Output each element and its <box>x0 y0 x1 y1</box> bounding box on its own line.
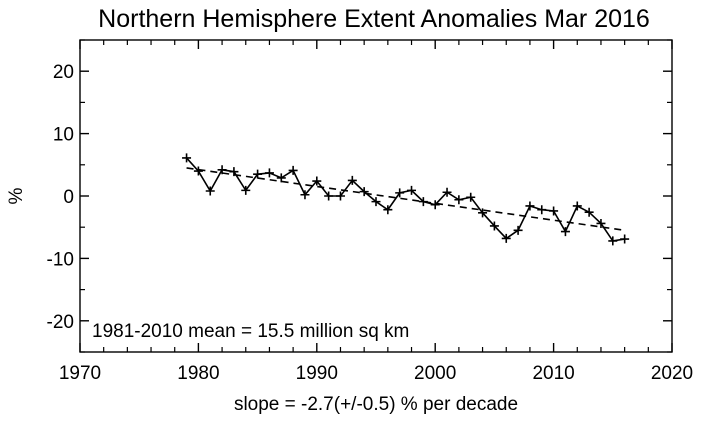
data-point <box>513 225 523 235</box>
data-point <box>288 165 298 175</box>
data-point <box>489 221 499 231</box>
data-point <box>193 166 203 176</box>
data-point <box>501 233 511 243</box>
y-tick-label: 20 <box>53 62 74 83</box>
data-point <box>560 227 570 237</box>
data-point <box>608 236 618 246</box>
data-point <box>454 195 464 205</box>
data-point <box>418 197 428 207</box>
data-point <box>371 197 381 207</box>
x-tick-label: 2020 <box>651 363 693 384</box>
x-tick-label: 1980 <box>177 363 219 384</box>
data-point <box>383 205 393 215</box>
y-tick-label: 10 <box>53 125 74 146</box>
data-point <box>395 188 405 198</box>
data-point <box>312 176 322 186</box>
data-point <box>205 186 215 196</box>
data-point <box>300 190 310 200</box>
series-layer <box>182 153 630 246</box>
x-tick-label: 1970 <box>59 363 101 384</box>
data-point <box>359 187 369 197</box>
data-point <box>478 208 488 218</box>
y-axis-label: % <box>6 187 27 204</box>
y-axis: -20 -10 0 10 20 <box>47 39 672 353</box>
y-tick-label: 0 <box>63 187 74 208</box>
plot-frame <box>79 39 673 353</box>
y-tick-label: -10 <box>47 249 74 270</box>
data-point <box>335 191 345 201</box>
data-point <box>466 192 476 202</box>
trend-line <box>186 167 625 232</box>
data-point <box>324 191 334 201</box>
data-point <box>596 218 606 228</box>
data-point <box>537 205 547 215</box>
data-point <box>430 200 440 210</box>
x-tick-label: 2010 <box>532 363 574 384</box>
x-tick-label: 2000 <box>414 363 456 384</box>
data-point <box>264 168 274 178</box>
y-tick-label: -20 <box>47 312 74 333</box>
chart-title: Northern Hemisphere Extent Anomalies Mar… <box>98 5 650 33</box>
data-point <box>584 207 594 217</box>
data-point <box>442 187 452 197</box>
data-point <box>253 169 263 179</box>
data-point <box>407 185 417 195</box>
x-tick-label: 1990 <box>296 363 338 384</box>
data-point <box>276 173 286 183</box>
mean-annotation: 1981-2010 mean = 15.5 million sq km <box>92 321 409 342</box>
data-point <box>549 206 559 216</box>
data-point <box>241 185 251 195</box>
x-axis-label: slope = -2.7(+/-0.5) % per decade <box>234 394 518 415</box>
data-point <box>217 165 227 175</box>
x-axis: 1970 1980 1990 2000 2010 2020 <box>59 40 693 384</box>
data-point <box>229 167 239 177</box>
data-point <box>347 175 357 185</box>
data-point <box>525 201 535 211</box>
data-point <box>182 153 192 163</box>
data-point <box>620 234 630 244</box>
data-point <box>572 201 582 211</box>
